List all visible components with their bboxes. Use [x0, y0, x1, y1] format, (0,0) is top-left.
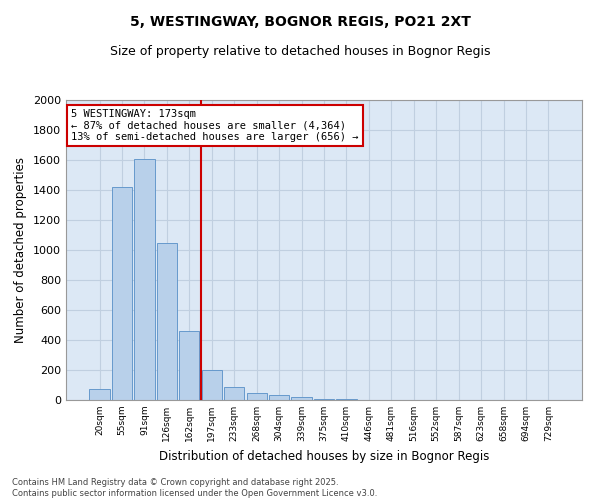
Bar — [202, 370, 222, 400]
Text: Size of property relative to detached houses in Bognor Regis: Size of property relative to detached ho… — [110, 45, 490, 58]
Bar — [337, 399, 356, 400]
Bar — [179, 331, 199, 400]
Text: Contains HM Land Registry data © Crown copyright and database right 2025.
Contai: Contains HM Land Registry data © Crown c… — [12, 478, 377, 498]
Bar — [134, 158, 155, 400]
Bar — [314, 398, 334, 400]
Text: 5 WESTINGWAY: 173sqm
← 87% of detached houses are smaller (4,364)
13% of semi-de: 5 WESTINGWAY: 173sqm ← 87% of detached h… — [71, 109, 359, 142]
X-axis label: Distribution of detached houses by size in Bognor Regis: Distribution of detached houses by size … — [159, 450, 489, 462]
Bar — [269, 395, 289, 400]
Text: 5, WESTINGWAY, BOGNOR REGIS, PO21 2XT: 5, WESTINGWAY, BOGNOR REGIS, PO21 2XT — [130, 15, 470, 29]
Bar — [247, 392, 267, 400]
Bar — [224, 386, 244, 400]
Y-axis label: Number of detached properties: Number of detached properties — [14, 157, 28, 343]
Bar — [112, 187, 132, 400]
Bar — [89, 389, 110, 400]
Bar — [292, 397, 311, 400]
Bar — [157, 242, 177, 400]
